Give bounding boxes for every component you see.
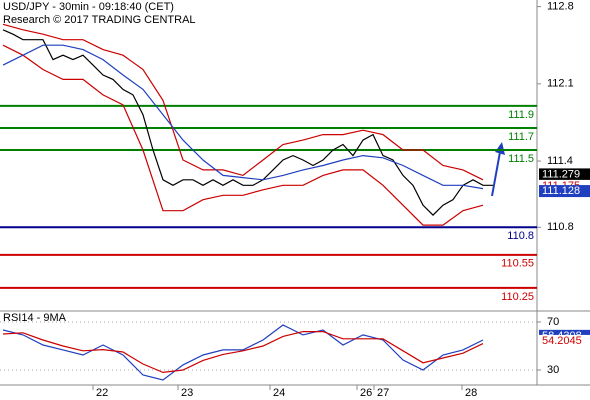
level-label: 110.25 [501, 291, 534, 303]
y-tick-label: 30 [547, 364, 559, 376]
x-tick-label: 27 [377, 387, 389, 399]
series-line [2, 23, 484, 181]
x-tick-label: 24 [273, 387, 285, 399]
value-tag [539, 334, 590, 347]
series-line [2, 324, 484, 381]
level-label: 110.8 [507, 230, 534, 242]
value-tag-label: 54.2045 [542, 335, 582, 347]
level-label: 111.7 [508, 131, 534, 143]
forecast-arrow [491, 151, 501, 197]
level-label: 111.9 [508, 109, 534, 121]
y-tick-label: 112.8 [547, 1, 574, 13]
x-tick-label: 22 [96, 387, 108, 399]
series-line [2, 331, 484, 374]
series-line [2, 44, 484, 190]
x-tick-label: 23 [181, 387, 193, 399]
value-tag [539, 168, 590, 181]
indicator-title: RSI14 - 9MA [3, 312, 67, 324]
chart-title: USD/JPY - 30min - 09:18:40 (CET) [3, 1, 174, 13]
y-tick-label: 112.1 [547, 78, 574, 90]
y-tick-label: 111.4 [547, 155, 573, 167]
level-label: 111.5 [508, 153, 534, 165]
value-tag [539, 185, 590, 198]
level-label: 110.55 [501, 258, 534, 270]
chart-subtitle: Research © 2017 TRADING CENTRAL [3, 14, 196, 26]
value-tag-label: 111.279 [542, 168, 580, 180]
series-line [2, 44, 484, 226]
x-tick-label: 28 [465, 387, 477, 399]
forecast-arrow-head [495, 142, 505, 155]
series-line [2, 29, 493, 216]
value-tag-label: 111.128 [542, 185, 580, 197]
x-tick-label: 26 [360, 387, 372, 399]
y-tick-label: 110.8 [547, 221, 574, 233]
y-tick-label: 70 [547, 316, 559, 328]
